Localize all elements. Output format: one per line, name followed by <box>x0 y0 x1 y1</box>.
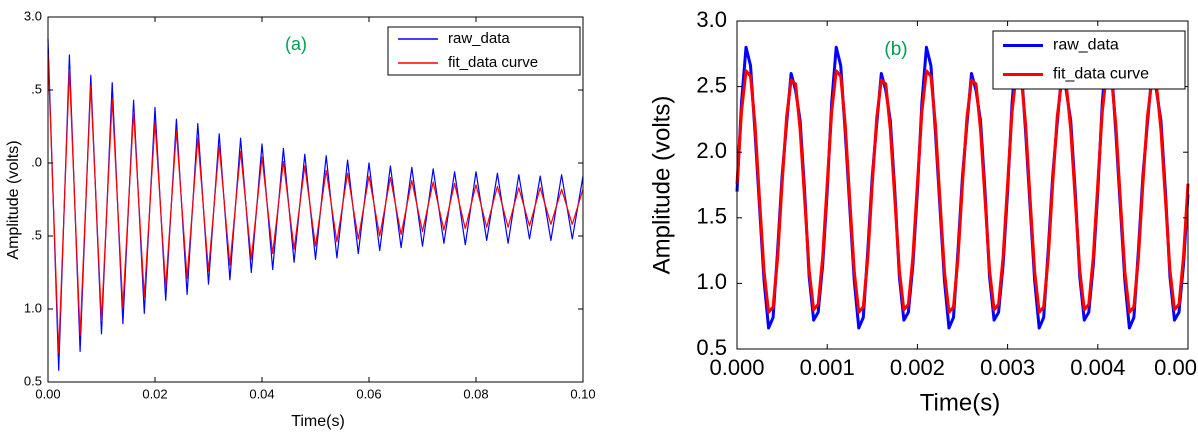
x-tick-label: 0.00 <box>35 386 60 401</box>
y-tick-label: .0 <box>31 154 42 169</box>
data-line <box>735 69 1190 314</box>
legend-label: fit_data curve <box>448 54 538 71</box>
y-tick-label: .5 <box>31 81 42 96</box>
legend-label: raw_data <box>448 30 510 47</box>
x-tick-label: 0.08 <box>463 386 488 401</box>
x-axis-label: Time(s) <box>291 413 345 430</box>
x-tick-label: 0.04 <box>249 386 274 401</box>
y-tick-label: 1.0 <box>24 300 42 315</box>
y-tick-label: 3.0 <box>24 8 42 23</box>
legend-box <box>387 26 581 76</box>
legend-label: fit_data curve <box>1053 66 1149 83</box>
y-tick-label: .5 <box>31 227 42 242</box>
legend-label: raw_data <box>1053 37 1119 54</box>
y-tick-label: 2.5 <box>696 72 727 97</box>
data-line <box>47 52 584 354</box>
plot-frame <box>736 20 1189 350</box>
x-tick-label: 0.004 <box>1070 355 1125 380</box>
legend: raw_data fit_data curve <box>992 30 1186 90</box>
y-axis-label: Amplitude (volts) <box>648 96 675 275</box>
y-tick-label: 0.5 <box>24 373 42 388</box>
annotation: (a) <box>285 34 307 54</box>
x-tick-label: 0.02 <box>142 386 167 401</box>
y-tick-label: 2.0 <box>696 138 727 163</box>
x-tick-label: 0.06 <box>356 386 381 401</box>
x-axis-label: Time(s) <box>920 389 1000 416</box>
plot-frame <box>47 16 584 383</box>
y-tick-label: 1.5 <box>696 204 727 229</box>
x-tick-label: 0.003 <box>980 355 1035 380</box>
panel-a: 0.00 0.02 0.04 0.06 0.08 0.10 0.5 1.0 .5 .0 .5 3.0 T… <box>5 7 1197 430</box>
x-tick-label: 0.00 <box>1154 355 1197 380</box>
x-tick-label: 0.000 <box>709 355 764 380</box>
x-tick-label: 0.10 <box>570 386 595 401</box>
y-axis-label: Amplitude (volts) <box>5 140 22 259</box>
y-tick-label: 1.0 <box>696 269 727 294</box>
legend-box <box>992 30 1186 90</box>
y-tick-label: 3.0 <box>696 7 727 32</box>
y-tick-label: 0.5 <box>696 335 727 360</box>
annotation: (b) <box>884 39 907 60</box>
legend: raw_data fit_data curve 0.000 0.001 0.002 0.0… <box>387 7 1197 416</box>
x-tick-label: 0.001 <box>800 355 855 380</box>
x-tick-label: 0.002 <box>890 355 945 380</box>
